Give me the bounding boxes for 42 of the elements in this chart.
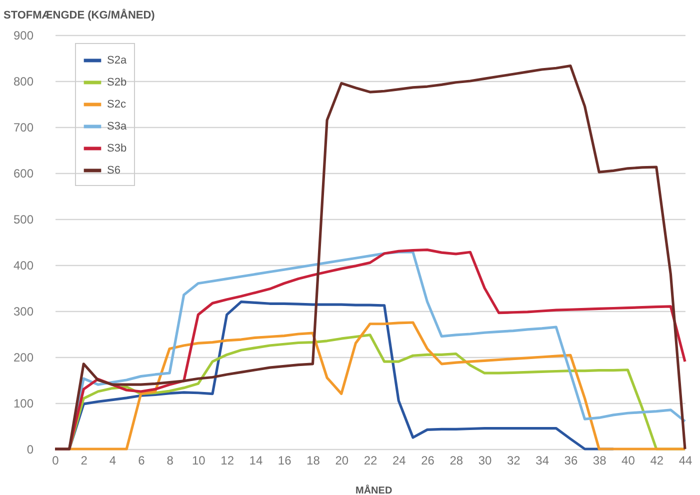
x-tick-label: 24 [392,454,406,468]
x-tick-label: 30 [478,454,492,468]
y-tick-label: 200 [13,350,34,364]
x-tick-label: 6 [138,454,146,468]
y-axis-title: STOFMÆNGDE (KG/MÅNED) [4,8,156,22]
x-tick-label: 12 [220,454,234,468]
x-tick-label: 22 [364,454,378,468]
x-tick-label: 8 [166,454,174,468]
legend-label: S2b [107,76,127,88]
x-tick-label: 2 [80,454,88,468]
x-tick-label: 16 [278,454,292,468]
x-tick-label: 26 [421,454,435,468]
y-tick-label: 600 [13,166,34,180]
x-tick-label: 38 [592,454,607,468]
y-tick-label: 500 [13,212,34,226]
legend-label: S6 [107,164,120,176]
y-tick-label: 700 [13,120,34,134]
legend-label: S2a [107,54,128,66]
x-tick-label: 0 [52,454,60,468]
y-tick-label: 300 [13,304,34,318]
x-tick-label: 44 [678,454,692,468]
y-tick-label: 100 [13,396,34,410]
y-tick-label: 400 [13,258,34,272]
x-tick-label: 32 [507,454,521,468]
x-tick-label: 20 [335,454,349,468]
x-tick-label: 28 [450,454,464,468]
x-tick-label: 40 [622,454,636,468]
legend-label: S3b [107,142,127,154]
legend-label: S3a [107,120,128,132]
x-tick-label: 4 [109,454,116,468]
x-axis-title: MÅNED [356,484,392,495]
x-tick-label: 34 [536,454,550,468]
x-tick-label: 36 [564,454,578,468]
y-tick-label: 900 [13,28,34,42]
y-tick-label: 800 [13,74,34,88]
legend-label: S2c [107,98,126,110]
x-tick-label: 10 [192,454,206,468]
line-series [54,64,686,450]
x-tick-label: 18 [306,454,320,468]
x-tick-label: 42 [650,454,664,468]
x-tick-label: 14 [249,454,263,468]
y-tick-label: 0 [26,442,34,456]
